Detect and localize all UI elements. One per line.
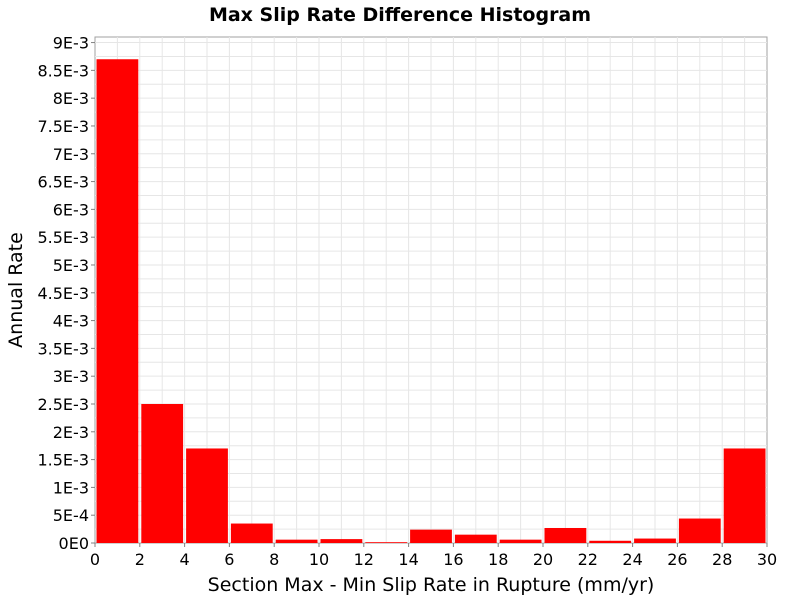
y-tick-label: 8E-3 (53, 89, 89, 108)
y-tick-label: 5.5E-3 (37, 228, 89, 247)
x-tick-label: 22 (578, 550, 598, 569)
histogram-bar (320, 539, 363, 543)
histogram-bar (141, 403, 184, 543)
x-tick-label: 28 (712, 550, 732, 569)
histogram-bars (96, 59, 766, 543)
y-tick-label: 9E-3 (53, 34, 89, 53)
histogram-bar (410, 529, 452, 543)
histogram-bar (634, 538, 676, 543)
x-tick-label: 14 (398, 550, 418, 569)
x-tick-label: 6 (224, 550, 234, 569)
x-tick-label: 20 (533, 550, 553, 569)
histogram-bar (275, 539, 318, 543)
y-tick-label: 6.5E-3 (37, 173, 89, 192)
y-tick-label: 5E-4 (53, 506, 89, 525)
y-tick-label: 4E-3 (53, 312, 89, 331)
histogram-bar (499, 539, 542, 543)
y-tick-label: 6E-3 (53, 200, 89, 219)
y-axis: 0E0 5E-4 1E-3 1.5E-3 2E-3 2.5E-3 3E-3 3.5E-3 4E-… (37, 34, 95, 553)
y-tick-label: 4.5E-3 (37, 284, 89, 303)
y-tick-label: 1.5E-3 (37, 451, 89, 470)
x-tick-label: 0 (90, 550, 100, 569)
y-tick-label: 7.5E-3 (37, 117, 89, 136)
x-tick-label: 16 (443, 550, 463, 569)
histogram-bar (544, 527, 587, 543)
y-tick-label: 0E0 (59, 534, 89, 553)
histogram-bar (589, 540, 632, 543)
y-tick-label: 1E-3 (53, 478, 89, 497)
x-tick-label: 24 (622, 550, 642, 569)
x-axis: 0 2 4 6 8 10 12 14 16 18 20 22 24 26 28 30 (90, 543, 777, 569)
histogram-bar (678, 518, 721, 543)
x-tick-label: 30 (757, 550, 777, 569)
x-tick-label: 10 (309, 550, 329, 569)
x-tick-label: 4 (180, 550, 190, 569)
y-tick-label: 7E-3 (53, 145, 89, 164)
histogram-bar (230, 523, 273, 543)
histogram-bar (454, 534, 497, 543)
x-tick-label: 2 (135, 550, 145, 569)
y-tick-label: 5E-3 (53, 256, 89, 275)
histogram-bar (186, 448, 228, 543)
horizontal-gridlines (95, 42, 767, 530)
histogram-bar (96, 59, 139, 543)
y-tick-label: 8.5E-3 (37, 61, 89, 80)
x-tick-label: 18 (488, 550, 508, 569)
chart-title: Max Slip Rate Difference Histogram (209, 4, 591, 26)
x-axis-label: Section Max - Min Slip Rate in Rupture (… (208, 574, 655, 596)
x-tick-label: 8 (269, 550, 279, 569)
x-tick-label: 26 (667, 550, 687, 569)
y-tick-label: 2.5E-3 (37, 395, 89, 414)
y-tick-label: 3.5E-3 (37, 339, 89, 358)
y-axis-label: Annual Rate (5, 232, 27, 348)
y-tick-label: 2E-3 (53, 423, 89, 442)
y-tick-label: 3E-3 (53, 367, 89, 386)
histogram-bar (723, 448, 766, 543)
x-tick-label: 12 (354, 550, 374, 569)
histogram-bar (365, 542, 408, 543)
